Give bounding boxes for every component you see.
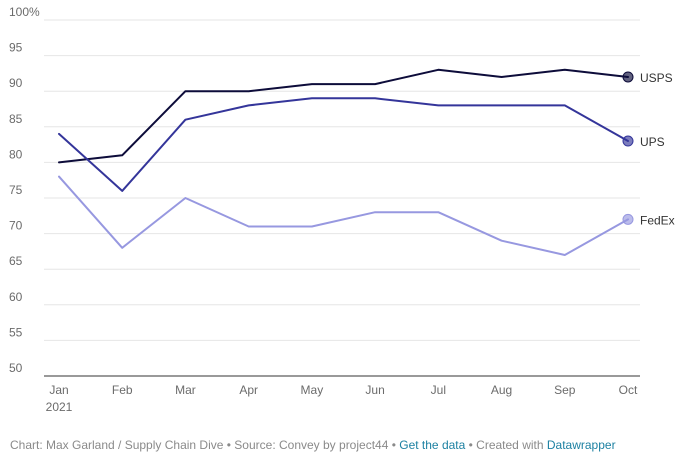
x-tick-label-apr: Apr <box>239 383 258 397</box>
x-tick-label-feb: Feb <box>112 383 133 397</box>
y-tick-label-65: 65 <box>9 254 23 268</box>
datawrapper-link[interactable]: Datawrapper <box>546 438 616 452</box>
x-tick-year-label: 2021 <box>46 400 73 414</box>
y-tick-label-70: 70 <box>9 219 23 233</box>
series-line-fedex <box>58 175 629 256</box>
y-axis-ticks: 50 55 60 65 70 75 80 85 90 95 100% <box>9 5 40 375</box>
footer-created-with: • Created with <box>465 438 547 452</box>
y-tick-label-85: 85 <box>9 112 23 126</box>
x-tick-label-oct: Oct <box>619 383 638 397</box>
x-tick-label-aug: Aug <box>491 383 512 397</box>
series-end-dot-ups <box>622 135 634 147</box>
series-line-usps <box>58 68 629 164</box>
series-end-dot-usps <box>622 71 634 83</box>
x-tick-label-mar: Mar <box>175 383 196 397</box>
y-tick-label-80: 80 <box>9 147 23 161</box>
series-layer <box>58 68 634 256</box>
footer-credit: Chart: Max Garland / Supply Chain Dive •… <box>10 438 400 452</box>
get-the-data-link[interactable]: Get the data <box>399 438 466 452</box>
y-tick-label-75: 75 <box>9 183 23 197</box>
y-tick-label-95: 95 <box>9 41 23 55</box>
x-tick-label-sep: Sep <box>554 383 576 397</box>
y-tick-label-100: 100% <box>9 5 40 19</box>
x-tick-label-jul: Jul <box>431 383 446 397</box>
y-tick-label-50: 50 <box>9 361 23 375</box>
line-chart: 50 55 60 65 70 75 80 85 90 95 100% Jan Feb Mar Apr May… <box>9 5 675 414</box>
grid-layer <box>44 19 640 377</box>
series-line-ups <box>58 97 629 192</box>
y-tick-label-55: 55 <box>9 325 23 339</box>
y-tick-label-60: 60 <box>9 290 23 304</box>
series-labels: USPS UPS FedEx <box>640 71 675 227</box>
x-tick-label-jan: Jan <box>49 383 68 397</box>
x-tick-label-may: May <box>301 383 324 397</box>
series-label-usps: USPS <box>640 71 673 85</box>
series-end-dot-fedex <box>622 213 634 225</box>
chart-footer: Chart: Max Garland / Supply Chain Dive •… <box>10 438 616 452</box>
series-label-fedex: FedEx <box>640 213 675 227</box>
y-tick-label-90: 90 <box>9 76 23 90</box>
x-axis-ticks: Jan Feb Mar Apr May Jun Jul Aug Sep Oct 2021 <box>46 383 638 414</box>
series-label-ups: UPS <box>640 135 665 149</box>
x-tick-label-jun: Jun <box>365 383 384 397</box>
